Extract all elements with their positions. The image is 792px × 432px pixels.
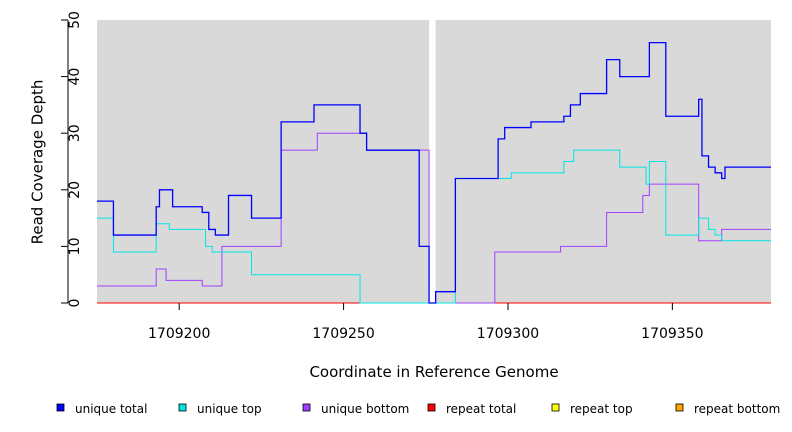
legend-swatch-repeat-bottom <box>675 403 684 412</box>
axes: 0 10 20 30 40 50 1709200 1709250 1709300 1709350 <box>61 11 704 342</box>
y-tick-label: 40 <box>67 68 83 86</box>
legend-label-unique-bottom: unique bottom <box>321 402 409 416</box>
plot-panels <box>97 20 771 303</box>
legend-label-repeat-bottom: repeat bottom <box>694 402 780 416</box>
legend-swatch-unique-total <box>56 403 65 412</box>
y-tick-label: 20 <box>67 181 83 199</box>
y-tick-label: 30 <box>67 124 83 142</box>
series-layer <box>97 41 771 304</box>
series-line-unique-top <box>97 149 771 304</box>
y-tick-label: 10 <box>67 237 83 255</box>
y-axis-label: Read Coverage Depth <box>28 80 46 245</box>
x-tick-label: 1709250 <box>312 326 374 342</box>
x-tick-label: 1709200 <box>148 326 210 342</box>
x-ticks: 1709200 1709250 1709300 1709350 <box>148 303 704 342</box>
legend-swatch-repeat-top <box>551 403 560 412</box>
legend-label-repeat-total: repeat total <box>446 402 516 416</box>
legend: unique total unique top unique bottom repea… <box>56 402 780 416</box>
y-ticks: 0 10 20 30 40 50 <box>61 11 83 307</box>
y-tick-label: 50 <box>67 11 83 29</box>
x-tick-label: 1709300 <box>477 326 539 342</box>
series-line-unique-total <box>97 41 771 304</box>
plot-panel-right <box>435 20 771 303</box>
x-axis-label: Coordinate in Reference Genome <box>309 363 558 381</box>
x-tick-label: 1709350 <box>641 326 703 342</box>
legend-label-repeat-top: repeat top <box>570 402 633 416</box>
legend-swatch-unique-bottom <box>302 403 311 412</box>
legend-swatch-unique-top <box>178 403 187 412</box>
y-tick-label: 0 <box>67 299 83 308</box>
legend-label-unique-total: unique total <box>75 402 147 416</box>
legend-label-unique-top: unique top <box>197 402 262 416</box>
legend-swatch-repeat-total <box>427 403 436 412</box>
plot-panel-left <box>97 20 430 303</box>
